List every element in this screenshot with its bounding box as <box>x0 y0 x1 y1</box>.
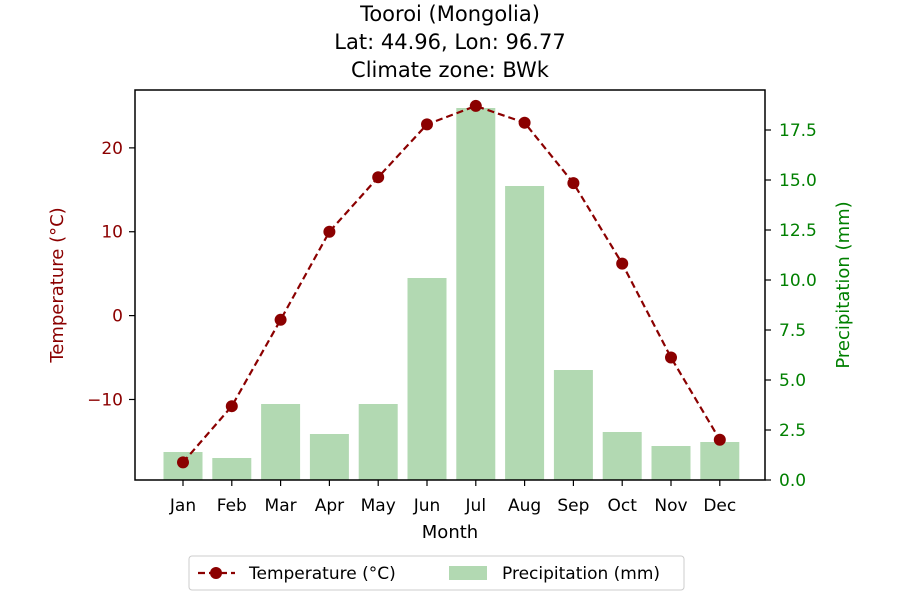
precipitation-tick-label: 2.5 <box>779 421 806 441</box>
precipitation-tick-label: 12.5 <box>779 221 817 241</box>
month-tick-label: Oct <box>607 496 637 516</box>
temperature-point-apr <box>323 226 335 238</box>
temperature-point-dec <box>714 434 726 446</box>
precipitation-tick-label: 15.0 <box>779 171 817 191</box>
precipitation-tick-label: 5.0 <box>779 371 806 391</box>
plot-frame <box>135 90 765 480</box>
temperature-point-mar <box>275 314 287 326</box>
precipitation-bar-sep <box>554 370 593 480</box>
temperature-tick-label: 0 <box>112 307 123 327</box>
precipitation-tick-label: 0.0 <box>779 471 806 491</box>
temperature-point-oct <box>616 258 628 270</box>
legend-temperature-marker <box>210 567 222 579</box>
legend-temperature-label: Temperature (°C) <box>248 564 396 584</box>
month-tick-label: Jul <box>465 496 487 516</box>
temperature-tick-label: 20 <box>101 139 123 159</box>
month-tick-label: Jan <box>169 496 196 516</box>
precipitation-tick-label: 7.5 <box>779 321 806 341</box>
precipitation-tick-label: 10.0 <box>779 271 817 291</box>
month-tick-label: May <box>361 496 396 516</box>
x-axis-label: Month <box>422 522 478 543</box>
temperature-point-jul <box>470 100 482 112</box>
month-tick-label: Nov <box>654 496 687 516</box>
title-line-3: Climate zone: BWk <box>351 58 550 82</box>
precipitation-bar-aug <box>505 186 544 480</box>
precipitation-bar-jun <box>408 278 447 480</box>
title-line-1: Tooroi (Mongolia) <box>359 2 540 26</box>
precipitation-bar-oct <box>603 432 642 480</box>
legend-precipitation-label: Precipitation (mm) <box>502 564 660 584</box>
month-tick-label: Feb <box>217 496 247 516</box>
precipitation-bar-apr <box>310 434 349 480</box>
precipitation-bar-mar <box>261 404 300 480</box>
month-tick-label: Dec <box>703 496 736 516</box>
precipitation-axis-label: Precipitation (mm) <box>833 201 854 368</box>
temperature-point-sep <box>567 177 579 189</box>
legend: Temperature (°C) Precipitation (mm) <box>189 556 684 590</box>
month-tick-label: Aug <box>508 496 541 516</box>
precipitation-bar-feb <box>212 458 251 480</box>
temperature-point-nov <box>665 352 677 364</box>
temperature-tick-label: 10 <box>101 223 123 243</box>
precipitation-tick-label: 17.5 <box>779 121 817 141</box>
temperature-point-feb <box>226 400 238 412</box>
month-axis: Jan Feb Mar Apr May Jun Jul Aug Sep Oct Nov Dec <box>169 480 736 516</box>
temperature-point-jun <box>421 118 433 130</box>
month-tick-label: Apr <box>315 496 344 516</box>
temperature-point-may <box>372 171 384 183</box>
month-tick-label: Mar <box>265 496 297 516</box>
precipitation-bars <box>164 108 740 480</box>
month-tick-label: Jun <box>413 496 441 516</box>
precipitation-bar-dec <box>700 442 739 480</box>
chart-title: Tooroi (Mongolia) Lat: 44.96, Lon: 96.77… <box>334 2 565 82</box>
precipitation-bar-jul <box>456 108 495 480</box>
title-line-2: Lat: 44.96, Lon: 96.77 <box>334 30 565 54</box>
temperature-axis: 20 10 0 −10 <box>87 139 135 411</box>
precipitation-bar-may <box>359 404 398 480</box>
legend-precipitation-swatch <box>449 566 487 580</box>
temperature-axis-label: Temperature (°C) <box>47 207 68 363</box>
precipitation-axis: 0.0 2.5 5.0 7.5 10.0 12.5 15.0 17.5 <box>765 121 817 491</box>
month-tick-label: Sep <box>557 496 589 516</box>
temperature-tick-label: −10 <box>87 390 123 410</box>
temperature-point-jan <box>177 456 189 468</box>
temperature-series <box>177 100 726 468</box>
precipitation-bar-nov <box>652 446 691 480</box>
temperature-point-aug <box>519 117 531 129</box>
